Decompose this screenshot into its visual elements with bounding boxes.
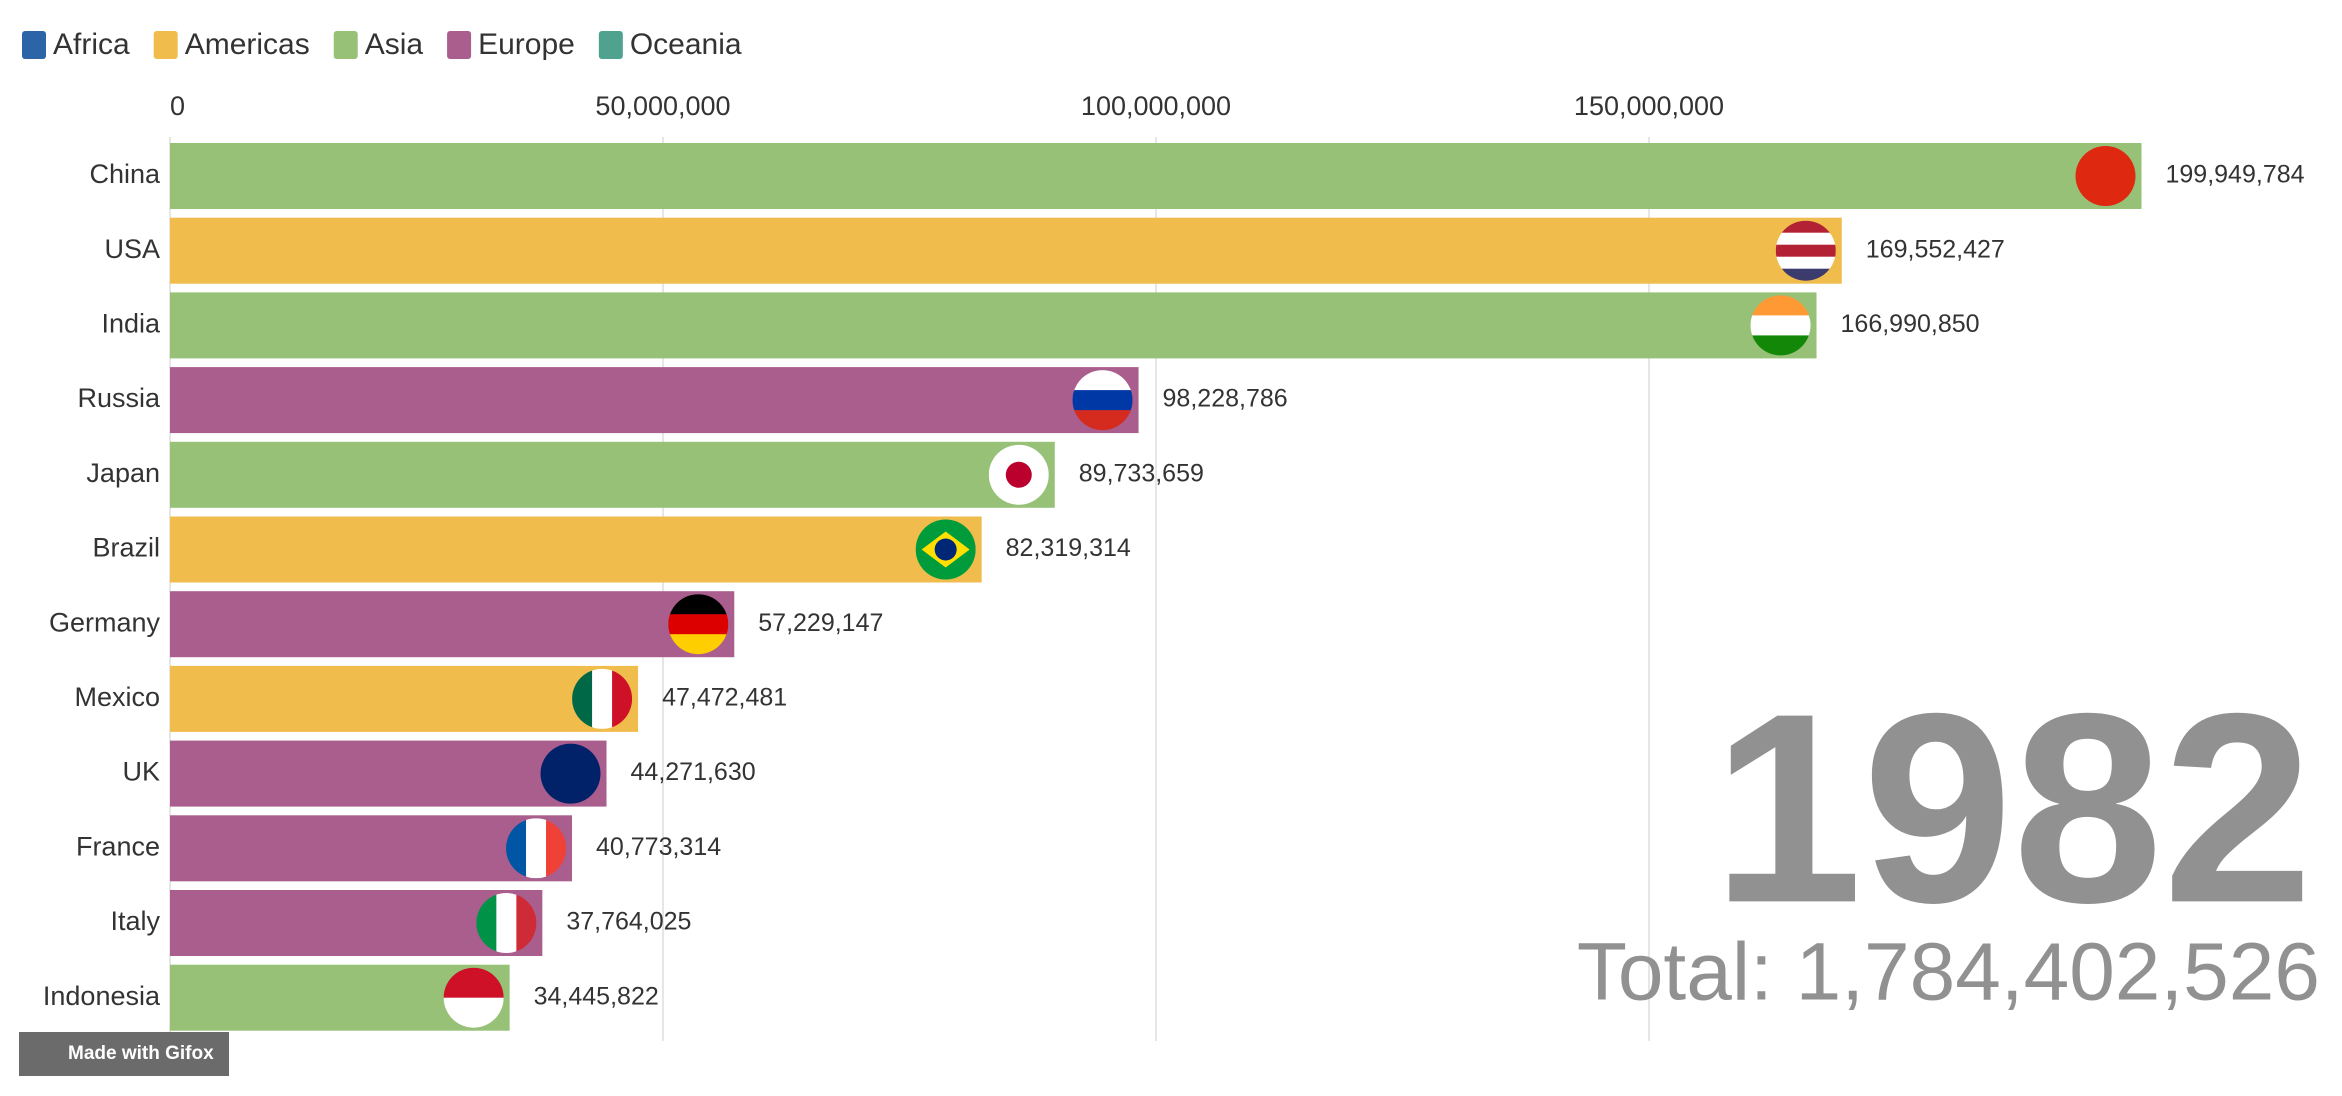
bar xyxy=(170,367,1139,434)
value-label: 47,472,481 xyxy=(662,684,787,712)
bar xyxy=(170,292,1817,359)
legend-label: Asia xyxy=(365,28,424,61)
bar xyxy=(170,740,607,807)
category-label: USA xyxy=(104,234,160,264)
flag-stripe xyxy=(546,818,567,879)
flag-emblem xyxy=(1005,461,1032,488)
category-label: Italy xyxy=(110,906,160,936)
flag-stripe xyxy=(1072,390,1133,412)
flag-stripe xyxy=(668,614,729,636)
category-label: India xyxy=(101,309,161,339)
flag xyxy=(668,594,729,655)
category-label: Mexico xyxy=(74,682,160,712)
legend-swatch xyxy=(598,31,623,59)
total-label: Total: 1,784,402,526 xyxy=(1577,927,2320,1018)
category-label: Russia xyxy=(77,383,161,413)
flag-stripe xyxy=(1750,335,1811,356)
legend-label: Oceania xyxy=(630,28,742,61)
flag xyxy=(506,818,567,879)
flag-stripe xyxy=(516,893,537,953)
bar xyxy=(170,143,2142,209)
flag xyxy=(988,444,1049,505)
category-label: UK xyxy=(122,757,160,787)
value-label: 37,764,025 xyxy=(566,908,691,936)
flag xyxy=(1750,295,1811,356)
flag-stripe xyxy=(1750,315,1811,337)
value-label: 166,990,850 xyxy=(1841,310,1980,338)
flag-stripe xyxy=(526,818,548,879)
category-label: Brazil xyxy=(92,533,160,563)
flag-stripe xyxy=(1775,232,1836,246)
value-label: 40,773,314 xyxy=(596,833,721,861)
flag-stripe xyxy=(668,594,729,616)
flag xyxy=(476,893,537,953)
flag-stripe xyxy=(1072,410,1133,431)
bar xyxy=(170,591,735,658)
bar xyxy=(170,665,639,732)
value-label: 82,319,314 xyxy=(1006,534,1131,562)
flag-stripe xyxy=(496,893,518,953)
flag-stripe xyxy=(572,668,594,729)
legend-label: Americas xyxy=(185,28,310,61)
watermark-badge xyxy=(19,1032,229,1076)
flag-stripe xyxy=(540,743,601,804)
year-label: 1982 xyxy=(1712,658,2313,959)
legend-label: Europe xyxy=(478,28,575,61)
value-label: 199,949,784 xyxy=(2166,161,2305,189)
bar xyxy=(170,217,1842,284)
category-label: China xyxy=(89,159,161,189)
flag xyxy=(915,519,976,580)
x-tick-label: 50,000,000 xyxy=(595,91,730,121)
flag xyxy=(540,743,601,804)
flag-stripe xyxy=(612,668,633,729)
flag-stripe xyxy=(1072,370,1133,392)
value-label: 89,733,659 xyxy=(1079,459,1204,487)
flag-stripe xyxy=(668,634,729,655)
flag-stripe xyxy=(476,893,498,953)
legend-swatch xyxy=(447,31,472,59)
watermark: Made with Gifox xyxy=(68,1043,214,1064)
flag-stripe xyxy=(1775,244,1836,258)
flag-stripe xyxy=(506,818,528,879)
category-label: Germany xyxy=(49,607,161,637)
flag xyxy=(443,967,504,1028)
flag xyxy=(2075,146,2136,206)
bar xyxy=(170,815,573,882)
value-label: 57,229,147 xyxy=(758,609,883,637)
flag-stripe xyxy=(2075,146,2136,206)
value-label: 98,228,786 xyxy=(1163,385,1288,413)
x-tick-label: 100,000,000 xyxy=(1081,91,1231,121)
legend-swatch xyxy=(153,31,178,59)
flag xyxy=(572,668,633,729)
plot: Africa Americas Asia Europe Oceania 0 50,000,0… xyxy=(22,28,2305,1042)
bar xyxy=(170,441,1055,508)
flag-stripe xyxy=(592,668,614,729)
category-label: Japan xyxy=(86,458,160,488)
value-label: 169,552,427 xyxy=(1866,235,2005,263)
bar xyxy=(170,516,982,583)
value-label: 34,445,822 xyxy=(534,982,659,1010)
legend-swatch xyxy=(333,31,358,59)
flag-stripe xyxy=(1750,295,1811,317)
flag-emblem xyxy=(934,538,957,561)
flag-stripe xyxy=(1775,256,1836,270)
flag-stripe xyxy=(1775,268,1836,281)
legend-swatch xyxy=(22,31,46,59)
value-label: 44,271,630 xyxy=(631,758,756,786)
x-tick-label: 0 xyxy=(170,91,185,121)
legend-label: Africa xyxy=(53,28,130,61)
category-label: Indonesia xyxy=(43,981,161,1011)
flag xyxy=(1072,370,1133,431)
x-tick-label: 150,000,000 xyxy=(1574,91,1724,121)
category-label: France xyxy=(76,831,160,861)
